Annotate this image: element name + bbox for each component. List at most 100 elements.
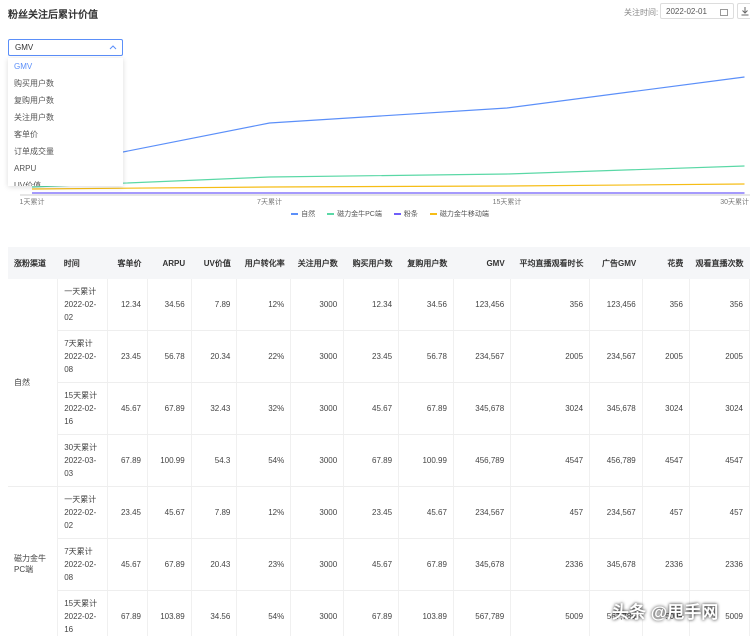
data-row: 自然 一天累计 2022-02-02 12.34 34.56 7.89 12% 3000 12.… <box>8 279 750 487</box>
dropdown-option[interactable]: UV价值 <box>14 181 42 186</box>
data-row: 15天累计 2022-02-16 67.89 103.89 34.56 54% 3000 67… <box>8 590 750 636</box>
value-cell: 2336 <box>689 538 750 591</box>
value-cell: 67.89 <box>398 382 454 435</box>
dropdown-option[interactable]: 关注用户数 <box>14 113 54 122</box>
value-cell: 457 <box>642 486 690 539</box>
value-cell: 4547 <box>689 434 750 487</box>
value-cell: 22% <box>236 330 292 383</box>
watermark: 头条 @甩手网 <box>612 603 719 622</box>
value-cell: 45.67 <box>107 382 148 435</box>
legend-item[interactable]: 磁力金牛PC端 <box>327 209 382 219</box>
column-header: 客单价 <box>107 247 148 279</box>
value-cell: 67.89 <box>343 590 400 636</box>
series-line <box>31 183 745 190</box>
column-header: UV价值 <box>191 247 237 279</box>
value-cell: 5009 <box>642 590 690 636</box>
column-header: 用户转化率 <box>236 247 291 279</box>
period: 7天累计 <box>64 547 93 556</box>
value-cell: 234,567 <box>453 486 512 539</box>
data-row: 15天累计 2022-02-16 45.67 67.89 32.43 32% 3000 45.… <box>8 382 750 435</box>
value-cell: 2005 <box>689 330 750 383</box>
date: 2022-02-02 <box>64 300 97 322</box>
value-cell: 457 <box>510 486 591 539</box>
value-cell: 123,456 <box>589 279 643 331</box>
value-cell: 56.78 <box>147 330 192 383</box>
value-cell: 103.89 <box>147 590 192 636</box>
download-button[interactable] <box>737 3 750 19</box>
legend-item[interactable]: 磁力金牛移动端 <box>429 209 489 219</box>
value-cell: 32.43 <box>191 382 238 435</box>
page-title: 粉丝关注后累计价值 <box>8 10 98 21</box>
time-cell: 15天累计 2022-02-16 <box>57 590 109 636</box>
calendar-icon <box>720 9 728 16</box>
data-row: 磁力金牛PC端 一天累计 2022-02-02 23.45 45.67 7.89 12% 30… <box>8 486 750 636</box>
date-picker[interactable]: 2022-02-01 <box>660 3 734 19</box>
value-cell: 3000 <box>290 279 345 331</box>
value-cell: 12% <box>236 279 292 331</box>
value-cell: 103.89 <box>398 590 454 636</box>
value-cell: 3000 <box>290 538 345 591</box>
value-cell: 67.89 <box>343 434 400 487</box>
period: 7天累计 <box>64 339 93 348</box>
series-line <box>31 165 745 188</box>
period: 一天累计 <box>64 495 97 504</box>
metric-select[interactable]: GMV <box>8 39 123 56</box>
x-tick-label: 7天累计 <box>257 197 282 206</box>
value-cell: 34.56 <box>147 279 192 331</box>
selected-metric: GMV <box>15 43 34 52</box>
value-cell: 567,789 <box>589 590 643 636</box>
x-tick-label: 1天累计 <box>20 197 45 206</box>
value-cell: 12.34 <box>343 279 400 331</box>
dropdown-option[interactable]: 客单价 <box>14 130 38 139</box>
value-cell: 34.56 <box>398 279 454 331</box>
line-chart: 1天累计 7天累计 15天累计 30天累计 <box>20 76 750 206</box>
value-cell: 4547 <box>510 434 591 487</box>
channel-cell: 磁力金牛PC端 <box>8 486 59 636</box>
column-header: 广告GMV <box>589 247 643 279</box>
time-cell: 7天累计 2022-02-08 <box>57 538 109 591</box>
value-cell: 2336 <box>510 538 591 591</box>
period: 30天累计 <box>64 443 98 452</box>
legend: 自然 磁力金牛PC端 粉条 磁力金牛移动端 <box>0 209 750 219</box>
value-cell: 67.89 <box>398 538 454 591</box>
legend-swatch <box>393 213 401 216</box>
dropdown-option[interactable]: 购买用户数 <box>14 79 54 88</box>
dropdown-option[interactable]: 复购用户数 <box>14 96 54 105</box>
value-cell: 67.89 <box>147 382 192 435</box>
data-row: 7天累计 2022-02-08 23.45 56.78 20.34 22% 3000 23.4… <box>8 330 750 383</box>
date: 2022-03-03 <box>64 456 97 478</box>
legend-swatch <box>327 213 335 216</box>
data-table: 涨粉渠道 时间 客单价 ARPU UV价值 用户转化率 关注用户数 购买用户数 复购用户数 GMV… <box>8 247 750 636</box>
legend-item[interactable]: 自然 <box>291 209 315 219</box>
column-header: 复购用户数 <box>398 247 454 279</box>
value-cell: 3024 <box>689 382 750 435</box>
value-cell: 34.56 <box>191 590 238 636</box>
value-cell: 67.89 <box>147 538 192 591</box>
column-header: 涨粉渠道 <box>8 247 58 279</box>
value-cell: 3024 <box>642 382 690 435</box>
value-cell: 45.67 <box>343 382 400 435</box>
value-cell: 67.89 <box>107 590 148 636</box>
legend-label: 粉条 <box>403 211 418 218</box>
column-header: ARPU <box>147 247 192 279</box>
column-header: 观看直播次数 <box>689 247 750 279</box>
dropdown-option[interactable]: GMV <box>14 62 33 71</box>
column-header: 购买用户数 <box>343 247 399 279</box>
legend-item[interactable]: 粉条 <box>393 209 418 219</box>
date-label: 关注时间: <box>624 8 659 17</box>
value-cell: 20.43 <box>191 538 238 591</box>
value-cell: 5009 <box>510 590 591 636</box>
x-tick-label: 15天累计 <box>493 197 522 206</box>
period: 一天累计 <box>64 287 97 296</box>
header-row: 涨粉渠道 时间 客单价 ARPU UV价值 用户转化率 关注用户数 购买用户数 复购用户数 GMV… <box>8 247 750 279</box>
legend-label: 磁力金牛PC端 <box>337 211 382 218</box>
time-cell: 一天累计 2022-02-02 <box>57 279 109 331</box>
dropdown-list: GMV 购买用户数复购用户数关注用户数客单价订单成交量 ARPU UV价值 <box>8 58 123 186</box>
legend-label: 自然 <box>301 211 316 218</box>
dropdown-option[interactable]: ARPU <box>14 164 37 173</box>
value-cell: 456,789 <box>589 434 643 487</box>
value-cell: 23.45 <box>343 486 400 539</box>
dropdown-option[interactable]: 订单成交量 <box>14 147 54 156</box>
legend-swatch <box>291 213 299 216</box>
value-cell: 23% <box>236 538 292 591</box>
